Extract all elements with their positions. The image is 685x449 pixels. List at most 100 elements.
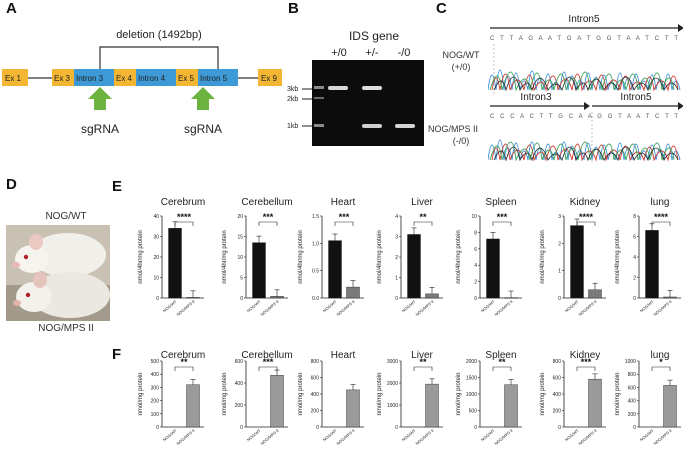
e-chart-title-0: Cerebrum	[161, 197, 205, 208]
exon-1-box	[2, 69, 28, 86]
marker-3kb-label: 3kb	[287, 86, 298, 93]
e-ytick-label-0-4: 40	[153, 214, 159, 220]
lane-label-2: +/-	[365, 47, 378, 59]
intron-4-label: Intron 4	[138, 74, 166, 83]
band-het-3kb	[362, 86, 382, 90]
f-ytick-label-2-0: 0	[316, 425, 319, 431]
f-bar-5-1	[588, 378, 602, 428]
lane-label-1: +/0	[331, 47, 347, 59]
e-xtick-label-3-1: NOG/MPS II	[414, 299, 434, 317]
e-ytick-label-2-0: 0.0	[312, 296, 319, 302]
intron5-arrowhead-icon	[678, 24, 683, 32]
f-sig-bracket-1	[258, 366, 278, 371]
f-xtick-label-6-1: NOG/MPS II	[652, 428, 672, 446]
mps-trace-green	[489, 141, 675, 162]
f-ytick-label-2-4: 800	[311, 359, 320, 365]
e-xtick-label-1-0: NOG/WT	[246, 299, 262, 314]
e-xtick-label-3-0: NOG/WT	[401, 299, 417, 314]
f-ytick-label-3-0: 0	[395, 425, 398, 431]
e-sig-bracket-3	[413, 221, 433, 226]
e-ytick-label-2-3: 1.5	[312, 214, 319, 220]
f-ytick-label-5-0: 0	[558, 425, 561, 431]
e-sig-stars-1: ***	[263, 212, 274, 222]
e-ytick-label-5-0: 0	[558, 296, 561, 302]
e-ytick-label-5-3: 3	[558, 214, 561, 220]
f-xtick-label-2-1: NOG/MPS II	[335, 428, 355, 446]
f-ytick-label-6-4: 800	[628, 372, 637, 378]
f-ylabel-5: nmol/mg protein	[540, 372, 546, 415]
f-sig-stars-0: **	[180, 357, 188, 367]
e-ytick-label-6-1: 2	[633, 276, 636, 282]
f-sig-stars-5: ***	[581, 357, 592, 367]
panel-label-c: C	[436, 0, 447, 17]
deletion-label: deletion (1492bp)	[116, 29, 202, 41]
f-sig-bracket-4	[492, 366, 512, 371]
f-ylabel-2: nmol/mg protein	[298, 372, 304, 415]
e-sig-bracket-4	[492, 221, 512, 226]
sgrna-arrow-1-icon	[88, 87, 112, 110]
f-ylabel-3: nmol/mg protein	[377, 372, 383, 415]
exon-9-label: Ex 9	[261, 74, 278, 83]
exon-4-box	[114, 69, 136, 86]
e-chart-title-3: Liver	[411, 197, 433, 208]
f-ylabel-1: nmol/mg protein	[222, 372, 228, 415]
e-ylabel-0: nmol/4hr/mg protein	[138, 230, 144, 283]
f-ylabel-4: nmol/mg protein	[456, 372, 462, 415]
e-xtick-label-0-0: NOG/WT	[162, 299, 178, 314]
mouse-wt-ear	[29, 234, 43, 250]
f-chart-title-0: Cerebrum	[161, 350, 205, 361]
exon-9-box	[258, 69, 282, 86]
f-sig-bracket-0	[174, 366, 194, 371]
f-ytick-label-1-1: 200	[235, 403, 244, 409]
f-ytick-label-6-5: 1000	[625, 359, 636, 365]
f-ytick-label-1-3: 600	[235, 359, 244, 365]
e-ylabel-5: nmol/4hr/mg protein	[540, 230, 546, 283]
e-bar-3-0	[407, 234, 421, 299]
mouse-photo	[6, 225, 110, 321]
f-ytick-label-0-5: 500	[151, 359, 160, 365]
wt-sequence-text: C T T A G A A T G A T G G T A A T C T T	[490, 36, 678, 42]
e-ytick-label-4-2: 4	[474, 263, 477, 269]
exon-3-label: Ex 3	[54, 74, 71, 83]
seq-wt-genotype: (+/0)	[451, 62, 471, 72]
e-ytick-label-0-2: 20	[153, 255, 159, 261]
sgrna-label-2: sgRNA	[184, 122, 222, 136]
f-ytick-label-4-0: 0	[474, 425, 477, 431]
e-ytick-label-4-4: 8	[474, 230, 477, 236]
seq-mps-label: NOG/MPS II	[427, 124, 478, 134]
f-ytick-label-4-2: 1000	[466, 392, 477, 398]
band-wt-3kb	[328, 86, 348, 90]
f-ytick-label-3-3: 3000	[387, 359, 398, 365]
f-bar-6-1	[663, 385, 677, 428]
e-chart-title-6: lung	[651, 197, 670, 208]
f-chart-title-1: Cerebellum	[241, 350, 292, 361]
wt-trace-black	[493, 76, 679, 92]
f-sig-stars-3: **	[419, 357, 427, 367]
e-bar-4-0	[486, 238, 500, 299]
mouse-wt-nose	[12, 262, 20, 268]
f-sig-stars-4: **	[498, 357, 506, 367]
e-ytick-label-0-1: 10	[153, 276, 159, 282]
e-bar-3-1	[425, 293, 439, 299]
e-chart-title-2: Heart	[331, 197, 356, 208]
e-sig-bracket-6	[651, 221, 671, 226]
e-ytick-label-6-3: 6	[633, 235, 636, 241]
f-ytick-label-0-4: 400	[151, 372, 160, 378]
e-ylabel-3: nmol/4hr/mg protein	[377, 230, 383, 283]
e-xtick-label-0-1: NOG/MPS II	[175, 299, 195, 317]
e-ytick-label-0-3: 30	[153, 235, 159, 241]
f-ytick-label-4-1: 500	[469, 409, 478, 415]
gel-title: IDS gene	[349, 29, 399, 43]
e-ytick-label-1-3: 15	[237, 235, 243, 241]
f-ytick-label-2-2: 400	[311, 392, 320, 398]
e-chart-title-5: Kidney	[570, 197, 601, 208]
f-ytick-label-0-3: 300	[151, 385, 160, 391]
e-bar-4-1	[504, 297, 518, 299]
f-ytick-label-2-1: 200	[311, 409, 320, 415]
e-ylabel-2: nmol/4hr/mg protein	[298, 230, 304, 283]
ladder-band-3kb	[314, 86, 324, 89]
panel-label-b: B	[288, 0, 299, 17]
f-xtick-label-4-1: NOG/MPS II	[493, 428, 513, 446]
f-chart-title-2: Heart	[331, 350, 356, 361]
